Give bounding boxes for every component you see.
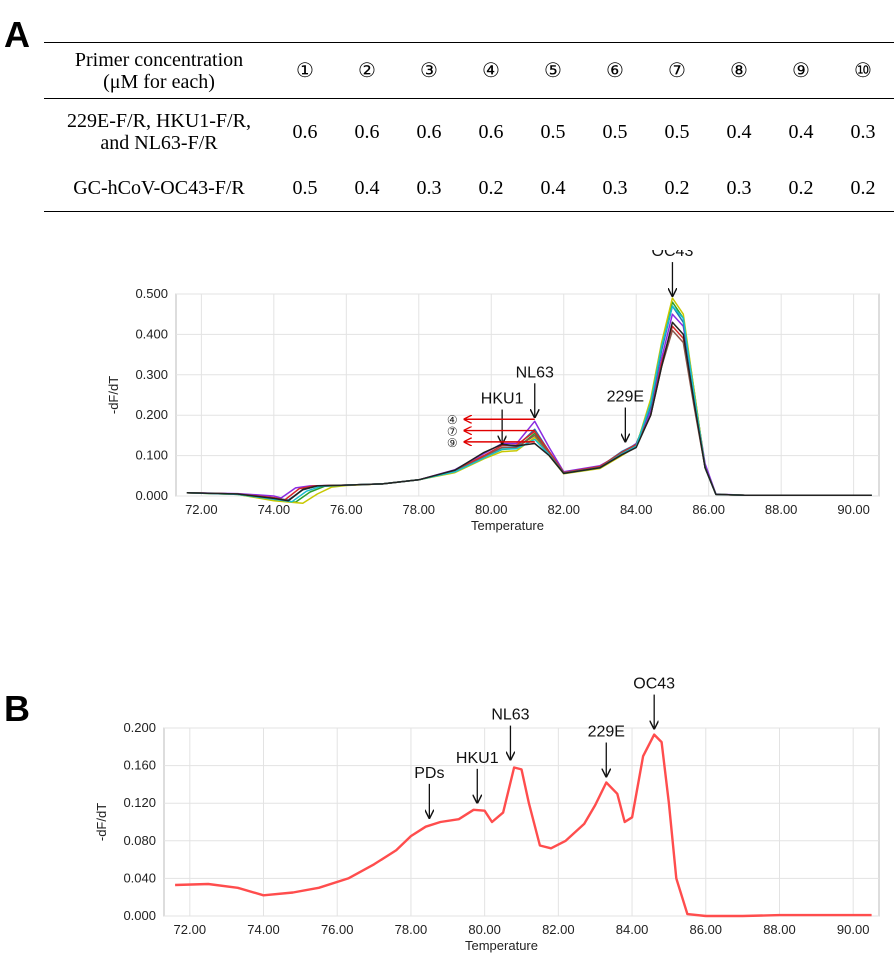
annotation-label: NL63 xyxy=(491,707,529,724)
table-cell: 0.6 xyxy=(292,120,318,143)
y-tick-label: 0.400 xyxy=(135,326,168,341)
y-axis-label: -dF/dT xyxy=(106,376,121,414)
series-line xyxy=(186,305,872,503)
table-cell: 0.5 xyxy=(540,120,566,143)
table-cell: 0.4 xyxy=(788,120,814,143)
y-tick-label: 0.120 xyxy=(123,795,156,810)
y-tick-label: 0.200 xyxy=(135,407,168,422)
melt-curve-chart-b: 72.00 74.00 76.00 78.00 80.00 82.00 84.00 86.00… xyxy=(94,676,880,953)
y-tick-label: 0.300 xyxy=(135,367,168,382)
x-tick-label: 76.00 xyxy=(330,502,363,517)
header-line-2: (μM for each) xyxy=(103,70,215,93)
table-row: GC-hCoV-OC43-F/R 0.5 0.4 0.3 0.2 0.4 0.3… xyxy=(44,165,894,212)
column-header: ⑨ xyxy=(792,60,810,82)
concentration-marker: ④ xyxy=(447,413,458,427)
x-tick-label: 86.00 xyxy=(690,922,723,937)
series-line xyxy=(186,321,872,502)
table-cell: 0.5 xyxy=(664,120,690,143)
x-tick-label: 86.00 xyxy=(692,502,725,517)
x-tick-label: 82.00 xyxy=(542,922,575,937)
x-tick-label: 80.00 xyxy=(468,922,501,937)
concentration-marker: ⑨ xyxy=(447,436,458,450)
x-tick-label: 90.00 xyxy=(837,922,870,937)
table-cell: 0.3 xyxy=(602,176,628,199)
x-tick-label: 78.00 xyxy=(395,922,428,937)
table-cell: 0.6 xyxy=(416,120,442,143)
table-cell: 0.4 xyxy=(726,120,752,143)
x-axis-label: Temperature xyxy=(465,938,538,953)
series-line xyxy=(175,733,872,918)
x-tick-label: 74.00 xyxy=(247,922,280,937)
annotation-label: OC43 xyxy=(652,250,694,260)
column-header: ④ xyxy=(482,60,500,82)
plot-frame xyxy=(163,727,880,917)
column-header: ② xyxy=(358,60,376,82)
melt-curve-chart-a: 72.00 74.00 76.00 78.00 80.00 82.00 84.00 86.00… xyxy=(106,250,880,533)
table-cell: 0.6 xyxy=(354,120,380,143)
column-header: ⑥ xyxy=(606,60,624,82)
table-cell: 0.2 xyxy=(788,176,814,199)
panel-label-b: B xyxy=(4,688,30,729)
table-cell: 0.3 xyxy=(850,120,876,143)
x-tick-label: 82.00 xyxy=(547,502,580,517)
table-cell: 0.4 xyxy=(540,176,566,199)
y-tick-label: 0.160 xyxy=(123,758,156,773)
annotation-label: NL63 xyxy=(516,364,554,381)
y-tick-label: 0.500 xyxy=(135,286,168,301)
y-tick-label: 0.100 xyxy=(135,448,168,463)
y-tick-label: 0.080 xyxy=(123,833,156,848)
annotation-label: 229E xyxy=(607,389,644,406)
y-tick-label: 0.000 xyxy=(123,908,156,923)
table-cell: 0.2 xyxy=(850,176,876,199)
x-tick-label: 88.00 xyxy=(763,922,796,937)
table-cell: 0.5 xyxy=(292,176,318,199)
x-tick-label: 84.00 xyxy=(616,922,649,937)
y-axis-label: -dF/dT xyxy=(94,803,109,841)
x-tick-label: 90.00 xyxy=(837,502,870,517)
plot-frame xyxy=(175,293,880,497)
x-tick-label: 72.00 xyxy=(174,922,207,937)
x-tick-label: 78.00 xyxy=(403,502,436,517)
x-tick-label: 88.00 xyxy=(765,502,798,517)
table-header-label: Primer concentration (μM for each) xyxy=(44,43,274,99)
column-header: ⑤ xyxy=(544,60,562,82)
annotation-label: HKU1 xyxy=(481,391,524,408)
table-cell: 0.2 xyxy=(478,176,504,199)
column-header: ⑧ xyxy=(730,60,748,82)
row-label: GC-hCoV-OC43-F/R xyxy=(44,165,274,212)
table-cell: 0.2 xyxy=(664,176,690,199)
annotation-label: 229E xyxy=(588,724,625,741)
y-tick-label: 0.200 xyxy=(123,720,156,735)
table-cell: 0.6 xyxy=(478,120,504,143)
concentration-marker: ⑦ xyxy=(447,425,458,439)
primer-concentration-table: Primer concentration (μM for each) ① ② ③… xyxy=(44,42,894,212)
table-row: 229E-F/R, HKU1-F/R, and NL63-F/R 0.6 0.6… xyxy=(44,99,894,166)
column-header: ⑩ xyxy=(854,60,872,82)
x-tick-label: 76.00 xyxy=(321,922,354,937)
table-cell: 0.3 xyxy=(726,176,752,199)
y-tick-label: 0.040 xyxy=(123,870,156,885)
row-label: 229E-F/R, HKU1-F/R, and NL63-F/R xyxy=(44,99,274,166)
y-tick-label: 0.000 xyxy=(135,488,168,503)
panel-label-a: A xyxy=(4,14,30,55)
column-header: ⑦ xyxy=(668,60,686,82)
row-label-line-1: 229E-F/R, HKU1-F/R, xyxy=(67,110,251,132)
column-header: ③ xyxy=(420,60,438,82)
x-axis-label: Temperature xyxy=(471,518,544,533)
table-header-row: Primer concentration (μM for each) ① ② ③… xyxy=(44,42,894,99)
table-cell: 0.3 xyxy=(416,176,442,199)
header-line-1: Primer concentration xyxy=(74,48,244,71)
table-cell: 0.4 xyxy=(354,176,380,199)
table-cell: 0.5 xyxy=(602,120,628,143)
row-label-line-2: and NL63-F/R xyxy=(100,132,218,154)
x-tick-label: 84.00 xyxy=(620,502,653,517)
x-tick-label: 80.00 xyxy=(475,502,508,517)
column-header: ① xyxy=(296,60,314,82)
annotation-label: HKU1 xyxy=(456,750,499,767)
annotation-label: OC43 xyxy=(633,676,675,693)
x-tick-label: 74.00 xyxy=(258,502,291,517)
annotation-label: PDs xyxy=(414,765,444,782)
x-tick-label: 72.00 xyxy=(185,502,218,517)
row-label-line-1: GC-hCoV-OC43-F/R xyxy=(73,177,245,199)
